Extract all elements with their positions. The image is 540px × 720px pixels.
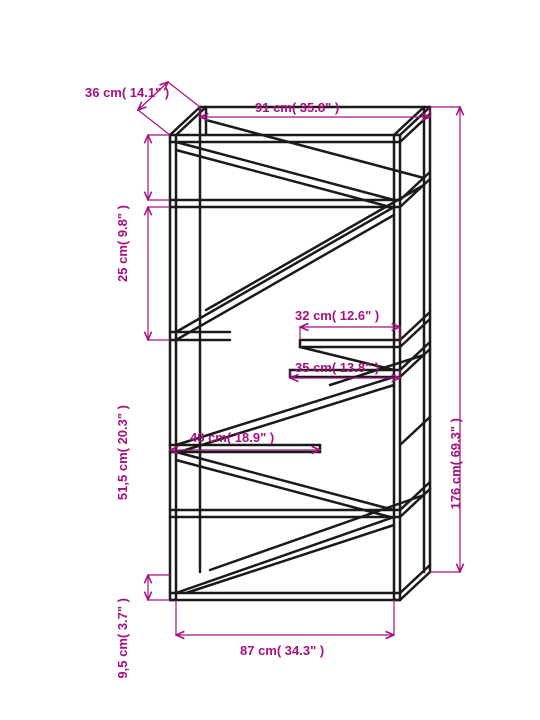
dim-label-width_91: 91 cm( 35.8" )	[255, 100, 339, 115]
dim-label-w_48: 48 cm( 18.9" )	[190, 430, 274, 445]
dim-line-ext_depth_2	[168, 82, 200, 107]
dim-line-ext_depth_1	[138, 110, 170, 135]
diagram-container: 36 cm( 14.1" ) 91 cm( 35.8" ) 25 cm( 9.8" …	[0, 0, 540, 720]
dim-label-h_51_5: 51,5 cm( 20.3" )	[115, 405, 130, 500]
dim-label-h_9_5: 9,5 cm( 3.7" )	[115, 598, 130, 679]
dim-label-h_176: 176 cm( 69.3" )	[448, 418, 463, 509]
dim-label-w_35: 35 cm( 13.8" )	[295, 360, 379, 375]
dim-label-w_32: 32 cm( 12.6" )	[295, 308, 379, 323]
dim-label-h_25: 25 cm( 9.8" )	[115, 205, 130, 282]
dim-label-depth_36: 36 cm( 14.1" )	[85, 85, 169, 100]
dim-label-w_87: 87 cm( 34.3" )	[240, 643, 324, 658]
